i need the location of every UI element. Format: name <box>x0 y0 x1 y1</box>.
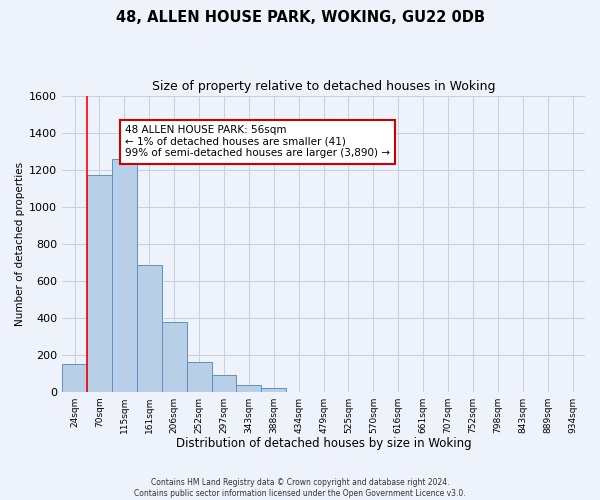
Bar <box>62 364 87 392</box>
Bar <box>212 375 236 392</box>
Bar <box>187 362 212 392</box>
Text: 48 ALLEN HOUSE PARK: 56sqm
← 1% of detached houses are smaller (41)
99% of semi-: 48 ALLEN HOUSE PARK: 56sqm ← 1% of detac… <box>125 125 390 158</box>
Bar <box>262 388 286 392</box>
Text: Contains HM Land Registry data © Crown copyright and database right 2024.
Contai: Contains HM Land Registry data © Crown c… <box>134 478 466 498</box>
Title: Size of property relative to detached houses in Woking: Size of property relative to detached ho… <box>152 80 496 93</box>
Bar <box>236 385 262 392</box>
Bar <box>137 265 162 392</box>
Bar <box>87 175 112 392</box>
X-axis label: Distribution of detached houses by size in Woking: Distribution of detached houses by size … <box>176 437 472 450</box>
Text: 48, ALLEN HOUSE PARK, WOKING, GU22 0DB: 48, ALLEN HOUSE PARK, WOKING, GU22 0DB <box>115 10 485 25</box>
Y-axis label: Number of detached properties: Number of detached properties <box>15 162 25 326</box>
Bar <box>112 160 137 392</box>
Bar <box>162 322 187 392</box>
